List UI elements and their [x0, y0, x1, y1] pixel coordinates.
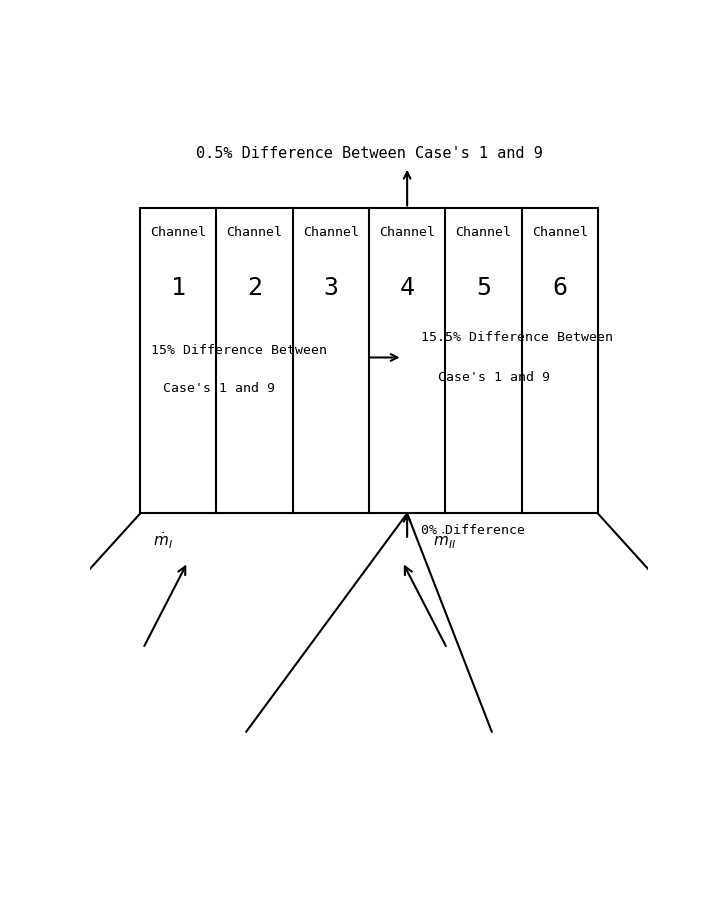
Text: 0% Difference: 0% Difference: [421, 524, 525, 537]
Text: Channel: Channel: [227, 226, 283, 239]
Text: 6: 6: [552, 276, 567, 301]
Text: 1: 1: [171, 276, 186, 301]
Text: 3: 3: [323, 276, 338, 301]
Text: Channel: Channel: [303, 226, 359, 239]
Text: 4: 4: [400, 276, 415, 301]
Text: 5: 5: [476, 276, 491, 301]
Text: 15.5% Difference Between: 15.5% Difference Between: [421, 330, 613, 344]
Text: Channel: Channel: [455, 226, 511, 239]
Text: Case's 1 and 9: Case's 1 and 9: [438, 372, 550, 384]
Text: Channel: Channel: [379, 226, 435, 239]
Text: Channel: Channel: [531, 226, 588, 239]
Text: 15% Difference Between: 15% Difference Between: [151, 345, 328, 357]
Text: $\dot{m}_{II}$: $\dot{m}_{II}$: [433, 531, 456, 552]
Text: 2: 2: [247, 276, 262, 301]
Text: Channel: Channel: [150, 226, 207, 239]
Text: Case's 1 and 9: Case's 1 and 9: [163, 382, 274, 395]
Text: 0.5% Difference Between Case's 1 and 9: 0.5% Difference Between Case's 1 and 9: [196, 146, 542, 160]
Text: $\dot{m}_{I}$: $\dot{m}_{I}$: [153, 531, 173, 552]
